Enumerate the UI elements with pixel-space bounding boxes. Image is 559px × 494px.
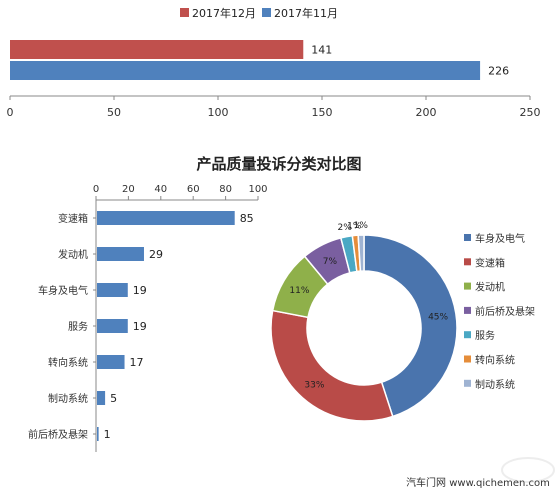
cat-x-tick-label: 60	[187, 184, 200, 195]
cat-bar	[97, 427, 99, 441]
donut-legend-swatch	[464, 331, 471, 339]
cat-bar	[97, 283, 128, 297]
donut-legend-swatch	[464, 258, 471, 266]
donut-legend-label: 车身及电气	[475, 232, 525, 245]
cat-bar	[97, 355, 125, 369]
donut-legend-label: 转向系统	[475, 354, 515, 367]
donut-legend-swatch	[464, 355, 471, 363]
cat-label: 变速箱	[58, 212, 88, 225]
donut-legend-label: 变速箱	[475, 256, 505, 269]
donut-slice-label: 1%	[354, 221, 369, 231]
top-bar-dec	[10, 40, 304, 59]
cat-x-tick-label: 20	[122, 184, 135, 195]
donut-slice-label: 2%	[338, 223, 353, 233]
cat-label: 车身及电气	[38, 284, 88, 297]
donut-slice-label: 11%	[289, 286, 309, 296]
cat-label: 转向系统	[48, 356, 88, 369]
cat-bar	[97, 319, 128, 333]
cat-x-tick-label: 100	[248, 184, 267, 195]
donut-slice	[270, 309, 394, 422]
top-bar-value: 226	[488, 65, 509, 78]
legend-label-dec: 2017年12月	[192, 6, 256, 20]
top-bar-value: 141	[311, 44, 332, 57]
donut-slice-label: 1%	[347, 221, 362, 231]
donut-slice	[357, 234, 365, 272]
donut-legend-label: 前后桥及悬架	[475, 305, 535, 318]
donut-legend-swatch	[464, 306, 471, 314]
donut-slice-label: 45%	[428, 312, 448, 322]
donut-legend-swatch	[464, 379, 471, 387]
cat-x-tick-label: 40	[154, 184, 167, 195]
cat-label: 发动机	[58, 248, 88, 261]
top-x-tick-label: 200	[416, 106, 437, 119]
cat-x-tick-label: 80	[219, 184, 232, 195]
cat-bar	[97, 391, 106, 405]
watermark-logo	[501, 457, 555, 483]
cat-x-tick-label: 0	[93, 184, 99, 195]
top-comparison-chart: 141 226 0 50 100 150 200 250	[7, 40, 541, 119]
donut-slice-label: 7%	[323, 257, 338, 267]
top-x-tick-label: 50	[107, 106, 121, 119]
cat-label: 服务	[68, 320, 88, 333]
top-bar-nov	[10, 61, 481, 80]
donut-legend-label: 发动机	[475, 281, 505, 294]
top-x-tick-label: 0	[7, 106, 14, 119]
donut-legend-label: 制动系统	[475, 378, 515, 391]
donut-legend-label: 服务	[475, 329, 495, 342]
cat-bar-value: 19	[133, 284, 147, 297]
top-x-tick-label: 250	[520, 106, 541, 119]
top-legend: 2017年12月 2017年11月	[180, 6, 338, 20]
top-x-tick-label: 100	[208, 106, 229, 119]
cat-bar	[97, 211, 235, 225]
category-bar-chart: 0 20 40 60 80 100 变速箱 85 发动机 29 车身及电气 19 服务 19 转向系统 17 制…	[28, 184, 268, 452]
donut-legend-swatch	[464, 234, 471, 241]
donut-slice-label: 33%	[304, 380, 324, 390]
cat-bar-value: 19	[133, 320, 147, 333]
donut-slice	[363, 234, 458, 418]
cat-bar-value: 1	[104, 428, 111, 441]
cat-label: 制动系统	[48, 392, 88, 405]
donut-chart: 45% 33% 11% 7% 2%1%1%	[270, 221, 458, 422]
cat-label: 前后桥及悬架	[28, 428, 88, 441]
cat-bar-value: 17	[130, 356, 144, 369]
cat-bar	[97, 247, 144, 261]
cat-bar-value: 29	[149, 248, 163, 261]
complaint-chart-title: 产品质量投诉分类对比图	[196, 155, 361, 173]
cat-bar-value: 85	[240, 212, 254, 225]
legend-label-nov: 2017年11月	[274, 6, 338, 20]
top-x-tick-label: 150	[312, 106, 333, 119]
legend-swatch-nov	[262, 8, 271, 17]
watermark-text: 汽车门网 www.qichemen.com	[406, 476, 550, 489]
legend-swatch-dec	[180, 8, 189, 17]
donut-legend-swatch	[464, 282, 471, 290]
cat-bar-value: 5	[110, 392, 117, 405]
